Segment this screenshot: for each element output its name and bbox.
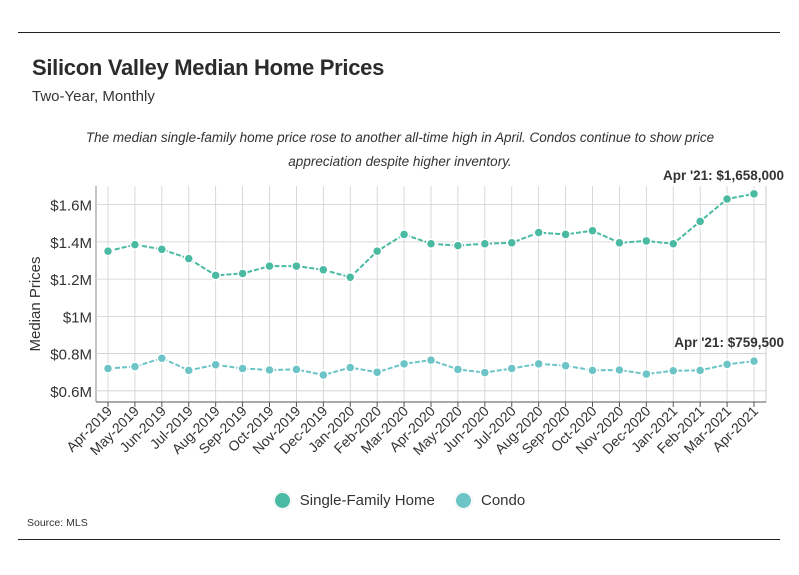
data-point-single-family [291,260,302,272]
data-point-single-family [748,188,760,200]
data-point-single-family [452,240,464,251]
legend: Single-Family Home Condo [0,492,799,513]
data-point-condo [318,369,329,381]
data-point-condo [560,360,571,371]
data-point-single-family [345,271,356,283]
data-point-single-family [614,237,625,249]
y-axis-title: Median Prices [27,256,44,351]
data-point-condo [694,365,706,376]
data-point-single-family [264,260,275,272]
data-point-condo [371,366,383,378]
y-tick-label: $0.6M [50,384,92,401]
data-point-condo [129,361,141,372]
data-point-single-family [129,239,141,250]
legend-label-condo: Condo [481,492,526,509]
legend-marker-single-family [273,492,291,509]
chart-note: The median single-family home price rose… [85,130,715,169]
data-point-condo [587,365,598,376]
annotation-label: Apr '21: $759,500 [674,335,784,350]
data-point-condo [425,354,437,366]
y-tick-label: $1.2M [50,272,92,289]
data-point-condo [156,352,168,364]
data-point-single-family [587,225,598,236]
data-point-condo [291,364,302,375]
data-point-single-family [533,227,544,238]
legend-item-single-family[interactable]: Single-Family Home [273,492,435,509]
top-rule [18,32,780,33]
data-point-condo [668,365,679,376]
chart-subtitle: Two-Year, Monthly [32,88,155,105]
data-point-condo [398,358,410,370]
data-point-single-family [398,229,410,240]
data-point-single-family [694,216,706,227]
data-point-single-family [183,253,194,264]
data-point-condo [506,363,517,374]
data-point-condo [479,367,491,378]
data-point-single-family [479,238,491,249]
data-point-single-family [641,235,652,247]
bottom-rule [18,539,780,540]
y-tick-label: $0.8M [50,347,92,364]
data-point-condo [721,359,733,370]
data-point-single-family [371,245,383,257]
annotation-label: Apr '21: $1,658,000 [663,168,784,183]
source-note: Source: MLS [27,517,88,529]
y-tick-label: $1M [63,309,92,326]
data-point-single-family [506,237,517,249]
y-tick-label: $1.6M [50,198,92,215]
data-point-single-family [425,238,437,249]
y-tick-label: $1.4M [50,235,92,252]
data-point-single-family [237,268,248,279]
data-point-single-family [102,245,114,257]
data-point-condo [533,358,544,370]
data-point-single-family [156,244,168,255]
legend-marker-condo [455,492,472,509]
data-point-condo [210,359,221,371]
data-point-condo [452,364,464,375]
data-point-condo [102,363,114,374]
legend-item-condo[interactable]: Condo [455,492,525,509]
data-point-condo [345,362,356,373]
data-point-condo [641,368,652,380]
data-point-condo [183,365,194,376]
data-point-single-family [721,193,733,205]
data-point-single-family [318,264,329,276]
data-point-condo [748,355,760,367]
data-point-single-family [560,229,571,240]
chart-title: Silicon Valley Median Home Prices [32,55,385,80]
data-point-condo [237,363,248,374]
legend-label-single-family: Single-Family Home [299,492,435,509]
data-point-single-family [668,238,679,249]
data-point-condo [614,364,625,376]
data-point-condo [264,364,275,376]
data-point-single-family [210,270,221,281]
